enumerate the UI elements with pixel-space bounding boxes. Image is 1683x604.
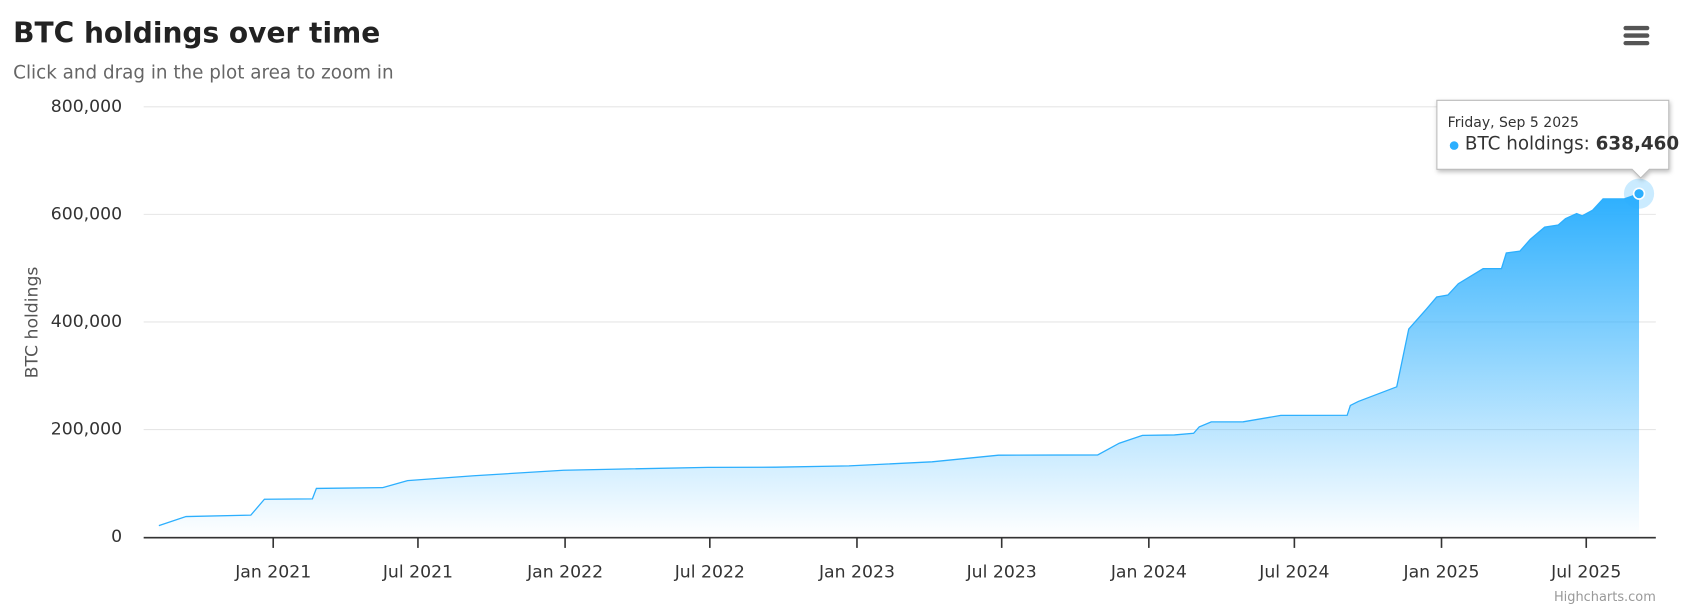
area-line [158, 193, 1640, 527]
menu-button[interactable] [1623, 25, 1650, 46]
hover-point [1632, 187, 1646, 200]
chart-subtitle: Click and drag in the plot area to zoom … [13, 62, 393, 83]
y-tick-label: 0 [111, 527, 122, 547]
x-tick-label: Jan 2022 [526, 563, 603, 583]
tooltip: Friday, Sep 5 2025 BTC holdings: 638,460 [1436, 99, 1679, 179]
menu-bar [1623, 40, 1650, 46]
tooltip-label: BTC holdings: [1465, 134, 1590, 155]
x-tick-label: Jul 2023 [966, 563, 1037, 583]
tooltip-box [1436, 99, 1670, 179]
tooltip-series-label: BTC holdings: 638,460 [1465, 134, 1679, 155]
tooltip-marker [1449, 141, 1459, 150]
menu-bar [1623, 25, 1650, 31]
menu-bar [1623, 33, 1650, 38]
y-tick-label: 400,000 [51, 312, 122, 332]
y-tick-label: 800,000 [51, 97, 122, 117]
x-tick-label: Jan 2025 [1403, 563, 1480, 583]
credits[interactable]: Highcharts.com [1554, 590, 1656, 604]
x-tick-label: Jul 2024 [1258, 563, 1329, 583]
x-tick-label: Jan 2021 [234, 563, 311, 583]
x-tick-label: Jan 2023 [818, 563, 895, 583]
y-axis-title: BTC holdings [23, 267, 43, 379]
y-tick-label: 200,000 [51, 420, 122, 440]
chart-title: BTC holdings over time [13, 17, 380, 50]
x-tick-label: Jan 2024 [1110, 563, 1187, 583]
plot-area [158, 178, 1655, 538]
tooltip-value: 638,460 [1596, 134, 1679, 155]
tooltip-header: Friday, Sep 5 2025 [1448, 115, 1579, 131]
y-tick-label: 600,000 [51, 204, 122, 224]
x-tick-label: Jul 2025 [1550, 563, 1621, 583]
x-tick-label: Jul 2021 [382, 563, 453, 583]
x-tick-label: Jul 2022 [674, 563, 745, 583]
area-fill [158, 193, 1640, 538]
axes: 0 200,000 400,000 600,000 800,000 Jan 2021 Jul… [51, 97, 1656, 583]
